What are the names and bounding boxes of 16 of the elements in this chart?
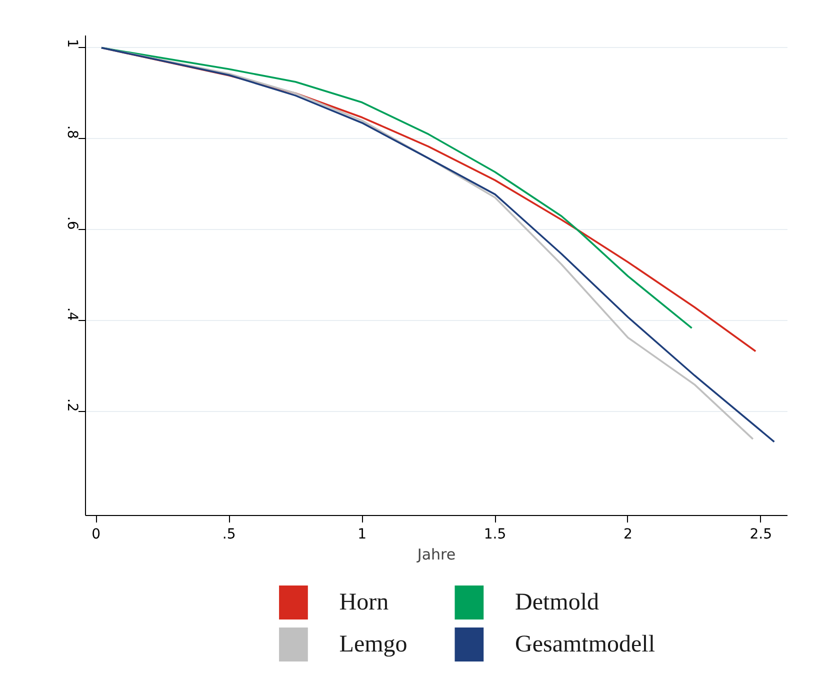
x-tick-label: .5 [222,526,236,542]
legend-label: Lemgo [339,632,408,658]
y-tick-label: .8 [64,125,80,139]
legend-label: Horn [339,590,389,616]
x-tick-label: 1.5 [484,526,506,542]
legend-label: Detmold [515,590,600,616]
y-tick-label: 1 [64,38,80,48]
x-tick-label: 0 [92,526,101,542]
x-tick-label: 1 [358,526,367,542]
y-tick-label: .2 [64,398,80,412]
x-tick-label: 2.5 [750,526,772,542]
x-tick-label: 2 [624,526,632,542]
x-axis-title: Jahre [416,546,456,564]
y-tick-label: .4 [64,307,80,321]
y-tick-label: .6 [64,216,80,230]
legend-label: Gesamtmodell [515,632,656,658]
